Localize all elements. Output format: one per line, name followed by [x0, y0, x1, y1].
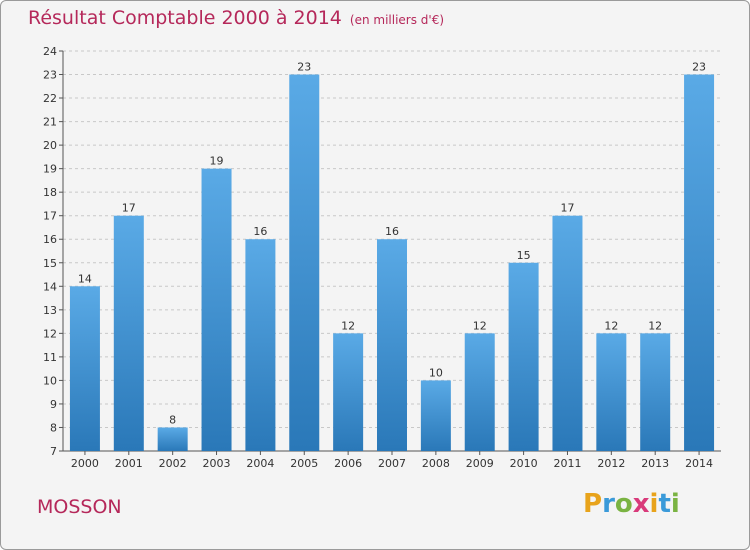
- chart-unit: (en milliers d'€): [349, 13, 445, 27]
- bar-value-label: 19: [210, 155, 224, 168]
- x-tick-label: 2011: [553, 457, 581, 470]
- x-tick-label: 2003: [203, 457, 231, 470]
- bar: [289, 74, 320, 451]
- y-tick-label: 11: [43, 351, 57, 364]
- x-tick-label: 2012: [597, 457, 625, 470]
- bar-value-label: 10: [429, 366, 443, 379]
- logo-letter: x: [632, 489, 650, 519]
- x-tick-label: 2014: [685, 457, 713, 470]
- bar: [508, 262, 539, 451]
- bar-value-label: 12: [604, 319, 618, 332]
- y-tick-label: 21: [43, 116, 57, 129]
- x-tick-label: 2008: [422, 457, 450, 470]
- y-tick-label: 18: [43, 186, 57, 199]
- chart-title: Résultat Comptable 2000 à 2014 (en millie…: [28, 7, 444, 29]
- x-tick-label: 2006: [334, 457, 362, 470]
- logo-letter: P: [583, 489, 603, 519]
- logo-letter: t: [658, 489, 671, 519]
- x-tick-label: 2013: [641, 457, 669, 470]
- x-tick-label: 2009: [466, 457, 494, 470]
- labels: 7 8 9 10 11 12 13 14 15 16 17 18 19 20 21 22 23 24 2000 14 2…: [43, 45, 713, 470]
- bar: [245, 239, 276, 451]
- chart-title-text: Résultat Comptable 2000 à 2014: [28, 7, 342, 29]
- y-tick-label: 8: [50, 421, 57, 434]
- y-tick-label: 14: [43, 280, 57, 293]
- bar-value-label: 17: [560, 202, 574, 215]
- x-tick-label: 2007: [378, 457, 406, 470]
- y-tick-label: 19: [43, 163, 57, 176]
- y-tick-label: 23: [43, 69, 57, 82]
- y-tick-label: 20: [43, 139, 57, 152]
- x-tick-label: 2000: [71, 457, 99, 470]
- bar: [420, 380, 451, 451]
- bar-value-label: 23: [692, 61, 706, 74]
- bar: [684, 74, 715, 451]
- x-tick-label: 2002: [159, 457, 187, 470]
- proxiti-logo: Proxiti: [583, 489, 680, 519]
- bar: [157, 427, 188, 451]
- logo-letter: i: [670, 489, 680, 519]
- bar-value-label: 12: [648, 319, 662, 332]
- bar: [113, 215, 144, 451]
- bar: [201, 168, 232, 451]
- y-tick-label: 9: [50, 398, 57, 411]
- logo-letter: r: [602, 489, 615, 519]
- x-tick-label: 2005: [290, 457, 318, 470]
- bar: [640, 333, 671, 451]
- bar-value-label: 17: [122, 202, 136, 215]
- logo-letter: i: [649, 489, 659, 519]
- logo-letter: o: [614, 489, 633, 519]
- y-tick-label: 12: [43, 327, 57, 340]
- bar-value-label: 15: [517, 249, 531, 262]
- y-tick-label: 17: [43, 210, 57, 223]
- y-tick-label: 10: [43, 374, 57, 387]
- y-tick-label: 22: [43, 92, 57, 105]
- bar-value-label: 12: [473, 319, 487, 332]
- bars: [69, 74, 715, 451]
- y-tick-label: 13: [43, 304, 57, 317]
- bar-value-label: 12: [341, 319, 355, 332]
- place-name: MOSSON: [37, 496, 122, 518]
- x-tick-label: 2004: [246, 457, 274, 470]
- bar: [377, 239, 407, 451]
- bar-value-label: 16: [253, 225, 267, 238]
- y-tick-label: 24: [43, 45, 57, 58]
- bar-value-label: 23: [297, 61, 311, 74]
- bar: [596, 333, 627, 451]
- bar: [464, 333, 495, 451]
- bar: [552, 215, 583, 451]
- y-tick-label: 7: [50, 445, 57, 458]
- bar: [69, 286, 100, 451]
- bar-value-label: 8: [169, 413, 176, 426]
- y-tick-label: 15: [43, 257, 57, 270]
- bar-value-label: 16: [385, 225, 399, 238]
- y-tick-label: 16: [43, 233, 57, 246]
- x-tick-label: 2010: [510, 457, 538, 470]
- bar-value-label: 14: [78, 272, 92, 285]
- bar: [333, 333, 364, 451]
- x-tick-label: 2001: [115, 457, 143, 470]
